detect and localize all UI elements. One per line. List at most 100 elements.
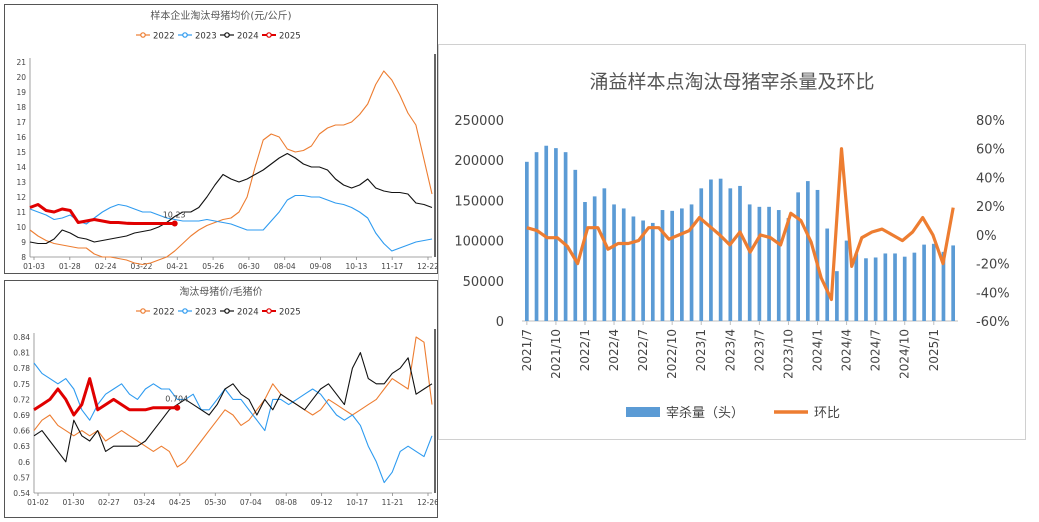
x-tick-label: 01-30: [63, 498, 85, 507]
y-tick-label: 0.63: [13, 442, 30, 451]
right-y-tick-label: -60%: [976, 315, 1010, 330]
bar: [883, 253, 888, 321]
x-tick-label: 2021/10: [549, 329, 563, 379]
x-tick-label: 2023/10: [781, 329, 795, 379]
legend-marker: [140, 308, 146, 314]
y-tick-label: 0.84: [13, 333, 30, 342]
bar: [912, 252, 917, 321]
chart-right: 涌益样本点淘汰母猪宰杀量及环比 0 50000 100000 150000 200000 2…: [438, 44, 1026, 440]
bar: [902, 256, 907, 321]
y-tick-label: 12: [16, 193, 26, 202]
y-tick-label: 15: [16, 148, 26, 157]
legend-marker: [224, 308, 230, 314]
bar: [602, 188, 607, 321]
x-tick-label: 07-04: [240, 498, 262, 507]
y-tick-label: 8: [21, 253, 26, 262]
legend-label: 2022: [153, 32, 175, 42]
x-tick-label: 03-24: [133, 498, 155, 507]
x-tick-label: 2023/7: [752, 329, 766, 371]
series-line-2022: [33, 336, 433, 468]
series-line-2025: [29, 203, 175, 225]
chart-border: [4, 4, 438, 274]
left-y-tick-label: 200000: [454, 154, 504, 169]
x-tick-label: 2022/7: [636, 329, 650, 371]
legend-label: 2022: [153, 308, 175, 318]
x-tick-label: 2022/10: [665, 329, 679, 379]
x-tick-label: 11-21: [382, 498, 404, 507]
x-tick-label: 12-26: [417, 498, 438, 507]
legend-item: 2022: [136, 32, 175, 42]
y-tick-label: 20: [16, 73, 26, 82]
x-tick-label: 2023/4: [723, 329, 737, 371]
x-tick-label: 2023/1: [694, 329, 708, 371]
bar: [612, 204, 616, 321]
x-tick-label: 2024/1: [811, 329, 825, 371]
right-y-tick-label: 20%: [976, 200, 1005, 215]
legend-label: 2023: [195, 32, 217, 42]
bar: [534, 152, 539, 321]
chart-title: 涌益样本点淘汰母猪宰杀量及环比: [589, 71, 874, 93]
chart-left-bottom: 淘汰母猪价/毛猪价 2022 2023 2024 2025 0.54 0.57 0.6 0.63…: [4, 280, 439, 518]
data-label: 0.704: [165, 395, 188, 404]
x-tick-label: 2021/7: [520, 329, 534, 371]
bar: [670, 210, 675, 321]
legend-marker: [266, 32, 272, 38]
chart-border: [4, 280, 438, 518]
right-y-tick-label: 80%: [976, 114, 1005, 129]
bar: [767, 206, 771, 321]
legend-item: 2022: [136, 308, 175, 318]
y-tick-label: 13: [16, 178, 26, 187]
right-y-tick-label: -40%: [976, 286, 1010, 301]
legend-item: 环比: [774, 406, 840, 421]
y-tick-label: 17: [16, 118, 26, 127]
bar: [835, 271, 839, 321]
x-tick-label: 06-30: [238, 262, 260, 271]
legend-label: 环比: [814, 406, 840, 421]
legend-label: 宰杀量（头）: [666, 405, 744, 421]
x-tick-label: 01-28: [59, 262, 81, 271]
y-tick-label: 18: [16, 103, 26, 112]
bar: [873, 257, 878, 321]
bar: [757, 206, 762, 321]
bar: [689, 204, 694, 321]
legend-marker: [182, 308, 188, 314]
series-end-point: [171, 220, 178, 227]
x-tick-label: 04-25: [169, 498, 191, 507]
y-tick-label: 0.69: [13, 411, 30, 420]
x-tick-label: 09-12: [311, 498, 333, 507]
bar: [592, 196, 597, 321]
left-y-tick-label: 250000: [454, 114, 504, 129]
series-line-2022: [29, 70, 433, 266]
x-tick-label: 10-17: [346, 498, 368, 507]
y-tick-label: 0.72: [13, 395, 30, 404]
y-tick-label: 11: [16, 208, 26, 217]
bar: [854, 253, 859, 321]
y-tick-label: 0.54: [13, 489, 30, 498]
bar: [815, 189, 820, 321]
bar: [796, 192, 800, 321]
x-tick-label: 05-26: [202, 262, 224, 271]
chart-title: 淘汰母猪价/毛猪价: [179, 285, 262, 298]
bar: [786, 218, 791, 321]
bar: [747, 204, 752, 321]
series-line-mom: [526, 147, 955, 302]
bar: [825, 228, 830, 321]
chart-sow-price: 样本企业淘汰母猪均价(元/公斤) 2022 2023 2024 2025 8 9 10 11 12…: [4, 4, 439, 274]
legend-item: 2025: [262, 308, 301, 318]
bar: [583, 202, 587, 321]
y-tick-label: 0.6: [18, 458, 30, 467]
bar: [738, 185, 742, 321]
x-tick-label: 2024/7: [869, 329, 883, 371]
bar: [544, 145, 549, 321]
x-tick-label: 01-03: [23, 262, 45, 271]
bar: [621, 208, 626, 321]
x-tick-label: 08-08: [275, 498, 297, 507]
bar: [951, 245, 955, 321]
legend-marker: [140, 32, 146, 38]
bar: [864, 258, 868, 321]
series-line-2025: [33, 377, 178, 417]
bar: [844, 240, 849, 321]
series-line-2023: [29, 194, 433, 252]
series-line-2023: [33, 362, 433, 484]
bar: [728, 188, 733, 321]
